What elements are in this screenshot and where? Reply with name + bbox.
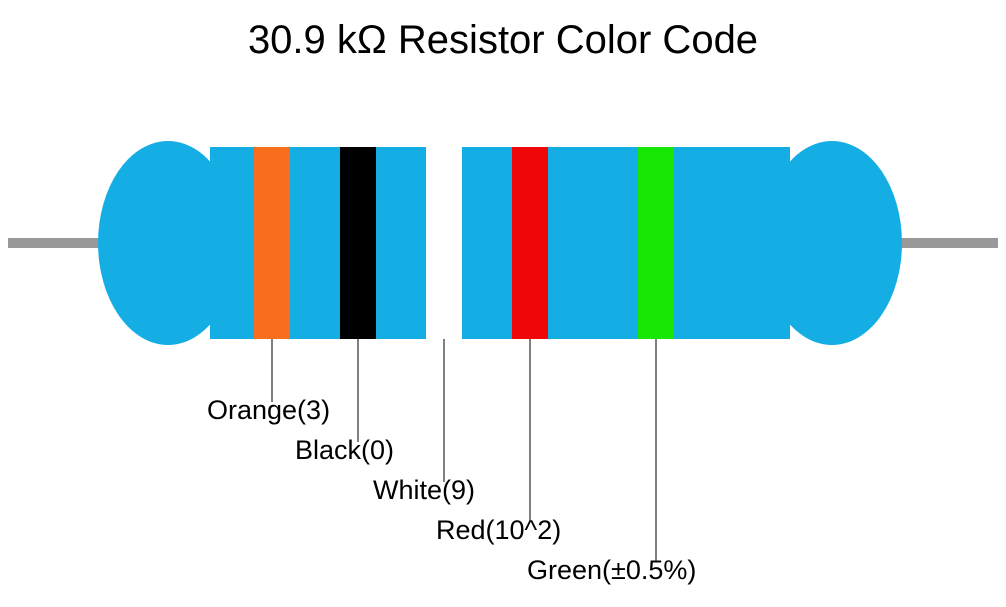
band-label-2: White(9) <box>373 475 475 506</box>
resistor-body-inner <box>210 147 790 339</box>
band-label-3: Red(10^2) <box>436 515 561 546</box>
color-band-2 <box>426 147 462 339</box>
band-label-0: Orange(3) <box>207 395 330 426</box>
color-band-3 <box>512 147 548 339</box>
color-band-0 <box>254 147 290 339</box>
band-label-4: Green(±0.5%) <box>527 555 696 586</box>
color-band-4 <box>638 147 674 339</box>
band-label-1: Black(0) <box>295 435 394 466</box>
color-band-1 <box>340 147 376 339</box>
